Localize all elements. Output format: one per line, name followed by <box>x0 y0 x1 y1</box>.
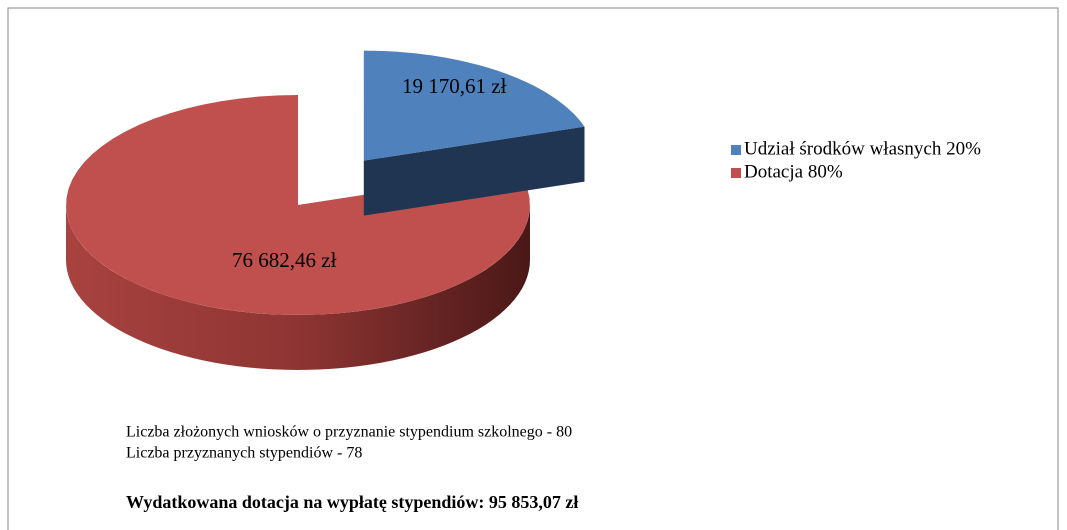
data-label: 76 682,46 zł <box>232 248 337 272</box>
pie-slice <box>363 50 585 216</box>
legend-swatch <box>731 168 741 178</box>
legend-label: Udział środków własnych 20% <box>744 138 981 159</box>
legend-label: Dotacja 80% <box>744 161 843 182</box>
legend-swatch <box>731 145 741 155</box>
note: Liczba przyznanych stypendiów - 78 <box>126 445 362 462</box>
pie-slice <box>66 95 530 370</box>
slice-top <box>363 50 585 161</box>
note: Liczba złożonych wniosków o przyznanie s… <box>126 424 572 441</box>
slice-side <box>66 205 530 370</box>
summary: Wydatkowana dotacja na wypłatę stypendió… <box>126 492 578 512</box>
slice-face <box>363 126 585 216</box>
slice-top <box>66 95 530 315</box>
chart-border <box>7 7 1059 530</box>
data-label: 19 170,61 zł <box>402 74 507 98</box>
